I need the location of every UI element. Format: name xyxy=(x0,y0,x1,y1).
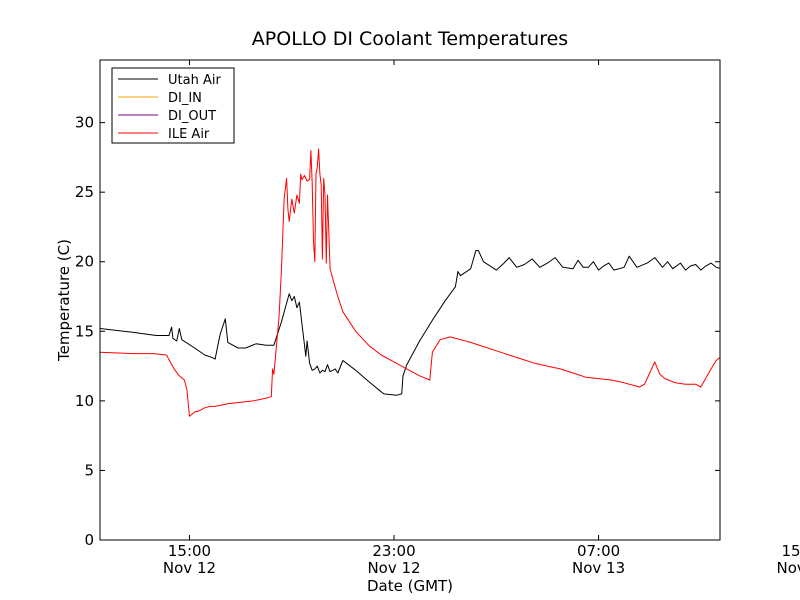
legend-label: Utah Air xyxy=(168,73,221,88)
legend-label: ILE Air xyxy=(168,127,210,142)
x-tick-label-time: 15:00 xyxy=(781,542,800,560)
plot-frame xyxy=(99,59,721,541)
y-axis-label: Temperature (C) xyxy=(55,239,73,362)
series-line-utah-air xyxy=(100,250,720,396)
y-axis-ticks: 0 5 10 15 20 25 30 xyxy=(75,114,720,549)
x-tick-label-time: 23:00 xyxy=(372,542,415,560)
y-tick-label: 30 xyxy=(75,114,94,132)
series-layer xyxy=(100,148,720,417)
x-tick-label-time: 07:00 xyxy=(577,542,620,560)
y-tick-label: 0 xyxy=(84,531,94,549)
y-tick-label: 25 xyxy=(75,183,94,201)
y-tick-label: 15 xyxy=(75,322,94,340)
x-tick-label-date: Nov 13 xyxy=(572,559,625,577)
y-tick-label: 5 xyxy=(84,461,94,479)
chart-title: APOLLO DI Coolant Temperatures xyxy=(252,28,568,50)
x-tick-label-date: Nov 13 xyxy=(777,559,800,577)
x-tick-label-date: Nov 12 xyxy=(163,559,216,577)
legend-label: DI_OUT xyxy=(168,109,216,124)
series-line-ile-air xyxy=(100,148,720,417)
legend-label: DI_IN xyxy=(168,91,202,106)
legend: Utah Air DI_IN DI_OUT ILE Air xyxy=(111,67,235,144)
x-tick-label-date: Nov 12 xyxy=(367,559,420,577)
legend-box xyxy=(111,67,235,144)
x-axis-label: Date (GMT) xyxy=(367,577,453,595)
y-tick-label: 10 xyxy=(75,392,94,410)
x-tick-label-time: 15:00 xyxy=(168,542,211,560)
y-tick-label: 20 xyxy=(75,253,94,271)
